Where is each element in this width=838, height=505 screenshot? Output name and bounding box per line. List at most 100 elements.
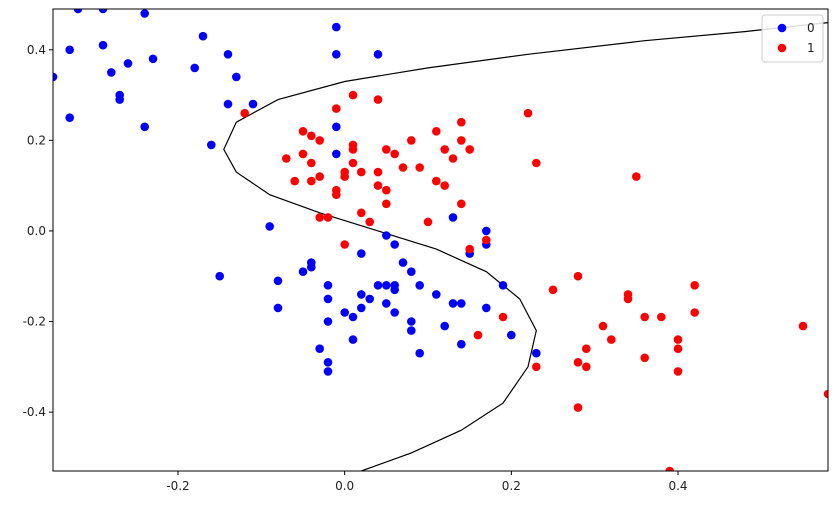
point-class-0 — [390, 240, 400, 249]
point-class-1 — [382, 185, 391, 195]
point-class-1 — [623, 294, 633, 304]
point-class-0 — [207, 140, 216, 150]
point-class-1 — [582, 344, 591, 354]
legend-label-1: 1 — [807, 41, 815, 55]
point-class-0 — [357, 303, 366, 313]
point-class-1 — [307, 176, 316, 186]
point-class-0 — [323, 367, 333, 376]
point-class-0 — [323, 294, 333, 304]
legend-marker-0 — [777, 23, 787, 33]
point-class-1 — [482, 235, 491, 245]
point-class-0 — [332, 149, 341, 159]
point-class-1 — [690, 308, 699, 317]
point-class-0 — [323, 358, 333, 367]
point-class-1 — [573, 403, 583, 412]
point-class-1 — [673, 344, 683, 354]
point-class-1 — [373, 181, 383, 190]
point-class-1 — [315, 136, 325, 145]
point-class-0 — [348, 335, 358, 344]
point-class-0 — [273, 276, 283, 286]
point-class-0 — [398, 258, 408, 267]
y-tick-label: 0.0 — [27, 224, 46, 238]
point-class-0 — [190, 63, 199, 73]
point-class-1 — [382, 145, 391, 154]
point-class-0 — [507, 330, 516, 340]
point-class-1 — [465, 244, 475, 254]
point-class-0 — [532, 348, 541, 358]
point-class-0 — [382, 231, 391, 240]
point-class-1 — [457, 117, 466, 127]
point-class-1 — [673, 367, 683, 376]
point-class-1 — [315, 172, 325, 181]
point-class-0 — [98, 40, 108, 50]
x-tick-label: 0.4 — [668, 479, 687, 493]
point-class-1 — [532, 362, 541, 372]
point-class-0 — [140, 9, 149, 18]
point-class-0 — [373, 50, 383, 59]
data-points-layer — [53, 9, 828, 471]
point-class-0 — [53, 72, 58, 82]
point-class-0 — [107, 68, 116, 77]
point-class-0 — [215, 271, 224, 281]
point-class-0 — [373, 281, 383, 290]
point-class-1 — [640, 353, 649, 363]
point-class-0 — [390, 281, 400, 290]
point-class-1 — [640, 312, 649, 322]
point-class-0 — [340, 308, 350, 317]
x-axis: -0.2 0.0 0.2 0.4 — [166, 471, 688, 493]
y-tick-label: -0.2 — [23, 315, 46, 329]
point-class-0 — [223, 99, 233, 109]
x-tick-label: 0.0 — [335, 479, 354, 493]
decision-boundary-line — [223, 22, 828, 471]
point-class-1 — [282, 154, 291, 163]
legend: 01 — [761, 14, 824, 63]
point-class-1 — [307, 158, 316, 168]
point-class-0 — [65, 113, 74, 122]
point-class-0 — [390, 308, 400, 317]
point-class-0 — [332, 122, 341, 132]
point-class-0 — [415, 348, 425, 358]
point-class-1 — [823, 389, 828, 399]
point-class-1 — [332, 190, 341, 199]
point-class-1 — [357, 167, 366, 177]
y-tick-label: 0.4 — [27, 43, 46, 57]
point-class-0 — [265, 222, 275, 231]
point-class-0 — [407, 326, 416, 335]
point-class-0 — [298, 267, 308, 277]
point-class-1 — [632, 172, 641, 181]
point-class-1 — [415, 163, 425, 172]
point-class-1 — [532, 158, 541, 168]
point-class-1 — [582, 362, 591, 372]
point-class-0 — [448, 213, 458, 222]
point-class-1 — [348, 145, 358, 154]
point-class-0 — [448, 299, 458, 308]
point-class-0 — [457, 339, 466, 349]
y-tick-label: 0.2 — [27, 133, 46, 147]
point-class-1 — [523, 108, 533, 118]
point-class-0 — [273, 303, 283, 313]
point-class-1 — [390, 149, 400, 159]
legend-box — [761, 14, 824, 63]
point-class-1 — [457, 136, 466, 145]
point-class-0 — [332, 50, 341, 59]
point-class-0 — [415, 281, 425, 290]
point-class-1 — [348, 158, 358, 168]
point-class-1 — [323, 213, 333, 222]
point-class-1 — [373, 167, 383, 177]
point-class-1 — [573, 271, 583, 281]
point-class-1 — [448, 154, 458, 163]
legend-marker-1 — [777, 43, 787, 53]
point-class-0 — [348, 312, 358, 322]
point-class-0 — [498, 281, 508, 290]
plot-frame — [52, 8, 829, 472]
point-class-1 — [598, 321, 608, 331]
point-class-0 — [98, 9, 108, 14]
decision-boundary-layer — [223, 22, 828, 471]
point-class-0 — [115, 95, 124, 104]
point-class-1 — [607, 335, 616, 344]
x-tick-label: -0.2 — [166, 479, 189, 493]
point-class-1 — [298, 149, 308, 159]
point-class-1 — [407, 136, 416, 145]
